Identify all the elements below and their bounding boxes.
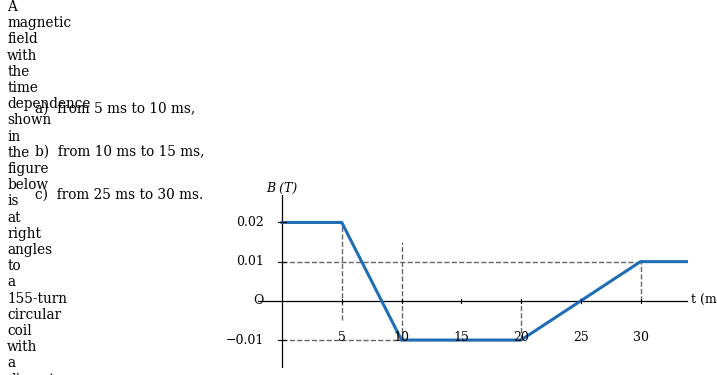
- Text: a)  from 5 ms to 10 ms,: a) from 5 ms to 10 ms,: [35, 101, 196, 115]
- Text: c)  from 25 ms to 30 ms.: c) from 25 ms to 30 ms.: [35, 187, 204, 201]
- Text: 0.02: 0.02: [237, 216, 264, 229]
- Text: 20: 20: [513, 331, 529, 344]
- Text: b)  from 10 ms to 15 ms,: b) from 10 ms to 15 ms,: [35, 144, 205, 158]
- Text: 15: 15: [453, 331, 469, 344]
- Text: 0.01: 0.01: [236, 255, 264, 268]
- Text: 30: 30: [632, 331, 648, 344]
- Text: A magnetic field with the time dependence shown in the figure below is at right : A magnetic field with the time dependenc…: [7, 0, 90, 375]
- Text: t (ms): t (ms): [690, 294, 717, 307]
- Text: B (T): B (T): [267, 182, 298, 195]
- Text: 10: 10: [394, 331, 409, 344]
- Text: 5: 5: [338, 331, 346, 344]
- Text: −0.01: −0.01: [226, 333, 264, 346]
- Text: O: O: [254, 294, 264, 307]
- Text: 25: 25: [573, 331, 589, 344]
